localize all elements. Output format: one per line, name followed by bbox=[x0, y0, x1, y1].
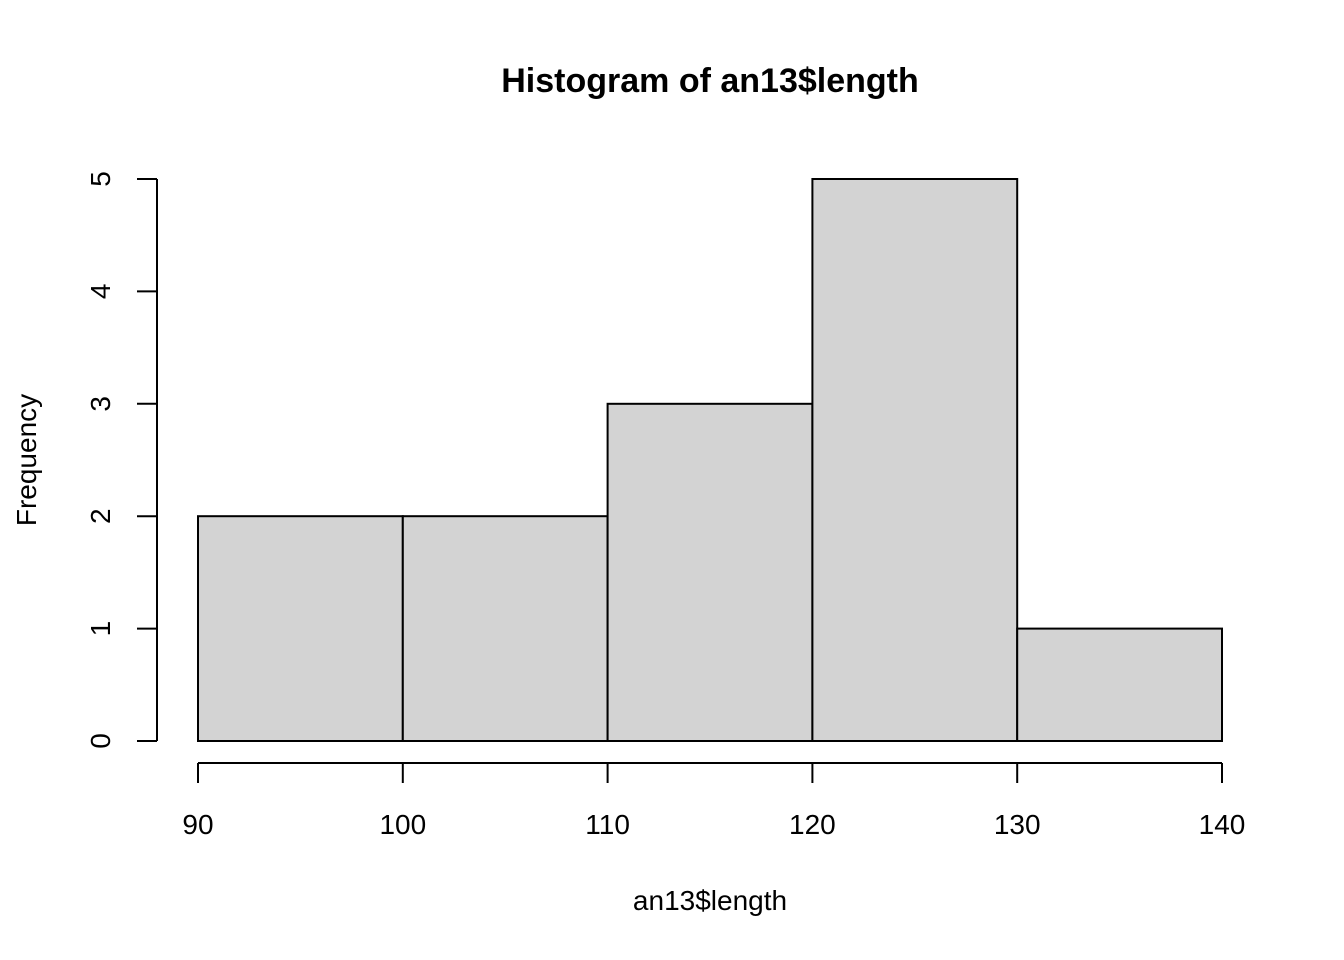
histogram-bar-110-120 bbox=[606, 402, 814, 742]
x-axis: 90 100 110 120 130 140 bbox=[182, 762, 1246, 840]
y-tick-label: 1 bbox=[85, 621, 116, 637]
histogram-bar-130-140 bbox=[1016, 627, 1224, 742]
y-axis-label: Frequency bbox=[11, 394, 42, 526]
y-tick-label: 2 bbox=[85, 508, 116, 524]
y-axis: 0 1 2 3 4 5 bbox=[85, 171, 158, 749]
histogram-bar-120-130 bbox=[811, 178, 1019, 742]
x-tick-label: 90 bbox=[182, 809, 213, 840]
histogram-bar-100-110 bbox=[401, 515, 609, 743]
bars-group bbox=[197, 178, 1224, 743]
x-tick-label: 130 bbox=[994, 809, 1041, 840]
x-tick-label: 100 bbox=[379, 809, 426, 840]
y-tick-label: 5 bbox=[85, 171, 116, 187]
histogram-bar-90-100 bbox=[197, 515, 404, 743]
x-tick-label: 120 bbox=[789, 809, 836, 840]
y-tick-label: 4 bbox=[85, 284, 116, 300]
x-axis-label: an13$length bbox=[633, 885, 787, 916]
chart-title: Histogram of an13$length bbox=[501, 62, 919, 100]
x-tick-label: 140 bbox=[1199, 809, 1246, 840]
y-tick-label: 0 bbox=[85, 733, 116, 749]
y-tick-label: 3 bbox=[85, 396, 116, 412]
x-tick-label: 110 bbox=[585, 809, 630, 840]
